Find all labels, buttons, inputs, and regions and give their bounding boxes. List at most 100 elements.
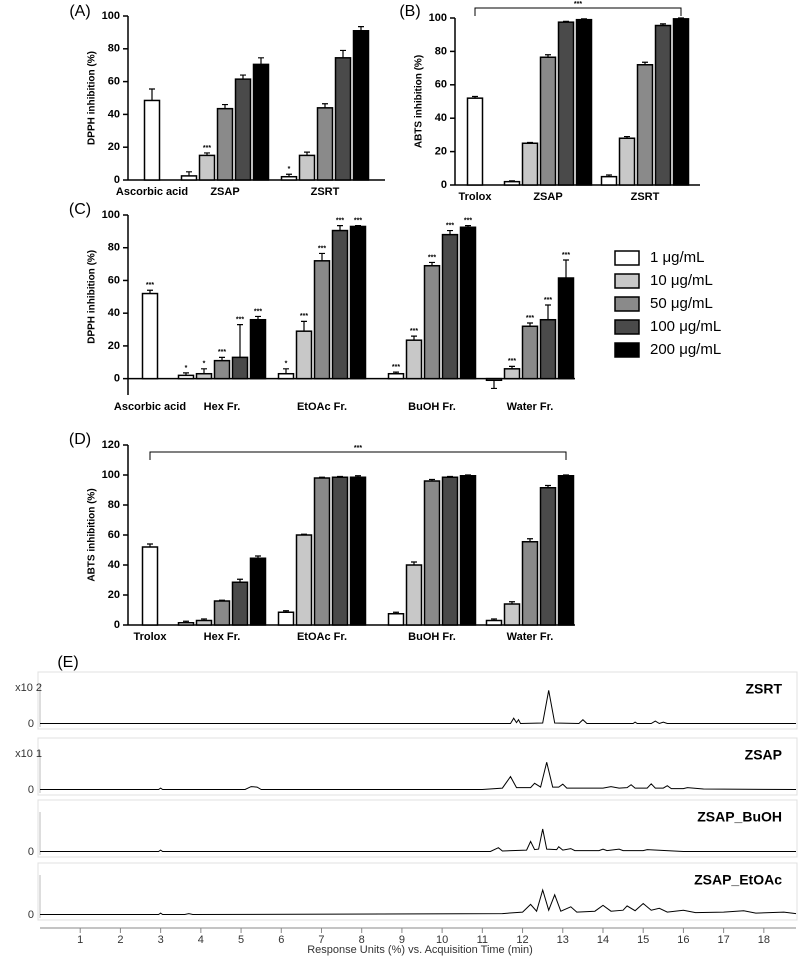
x-tick-label: 11 [477,934,488,946]
error-bar [465,474,471,476]
bar [195,372,213,380]
error-bar [678,17,684,19]
bar [636,64,654,186]
bar [195,619,213,626]
bar [180,175,198,181]
error-bar [545,484,551,488]
bar [557,475,575,626]
x-tick-label: ZSAP [533,191,562,203]
x-tick-label: 1 [77,934,83,946]
bar [503,603,521,626]
bar [349,225,367,380]
bar [177,622,195,626]
panel-title: (D) [69,431,91,448]
significance-label: *** [446,222,454,229]
bar [539,318,557,380]
panel-title: (E) [57,654,78,671]
bar [405,339,423,380]
error-bar [237,578,243,583]
x-tick-label: ZSRT [631,191,660,203]
legend-swatch [614,273,640,289]
y-axis-label: ABTS inhibition (%) [87,488,98,581]
bar [277,611,295,626]
error-bar [624,135,630,139]
y-tick-label: 40 [435,112,447,124]
error-bar [147,289,153,294]
error-bar [237,324,243,358]
legend-label: 10 μg/mL [650,272,713,289]
significance-label: *** [218,349,226,356]
bracket-label: *** [574,1,582,8]
bar [387,372,405,380]
legend-label: 50 μg/mL [650,295,713,312]
significance-label: *** [254,308,262,315]
y-axis-label: ABTS inhibition (%) [414,55,425,148]
legend-swatch [614,342,640,358]
y-tick-label: 120 [102,439,120,451]
bracket [474,7,682,16]
bar [216,107,234,181]
trace-frame [37,799,798,858]
error-bar [304,151,310,156]
error-bar [219,599,225,601]
x-tick-label: 15 [637,934,649,946]
x-tick-label: ZSAP [210,186,239,198]
bar [539,56,557,186]
significance-label: *** [464,217,472,224]
significance-label: *** [428,254,436,261]
error-bar [411,335,417,341]
bar [352,30,370,181]
y-tick-label: 40 [108,307,120,319]
significance-label: *** [562,252,570,259]
significance-label: * [288,166,291,173]
error-bar [183,620,189,623]
significance-label: * [203,361,206,368]
y-tick-label: 80 [108,242,120,254]
x-tick-label: 4 [198,934,204,946]
x-tick-label: 18 [758,934,770,946]
x-tick-label: 8 [359,934,365,946]
y-tick-label: 0 [28,784,34,796]
error-bar [147,543,153,547]
error-bar [322,103,328,108]
y-tick-label: 0 [114,174,120,186]
x-tick-label: Water Fr. [507,401,554,413]
bar [600,175,618,186]
error-bar [563,259,569,278]
bar [213,359,231,380]
y-tick-label: 0 [114,619,120,631]
error-bar [545,54,551,58]
bar [213,600,231,626]
scale-label: x10 1 [15,748,42,760]
x-tick-label: 5 [238,934,244,946]
y-tick-label: 60 [108,529,120,541]
error-bar [393,371,399,374]
legend-label: 100 μg/mL [650,318,721,335]
error-bar [411,561,417,565]
y-tick-label: 80 [435,45,447,57]
error-bar [319,476,325,478]
x-tick-label: Ascorbic acid [116,186,188,198]
x-tick-label: 10 [436,934,448,946]
trace-frame [37,671,798,730]
bar [672,18,690,186]
bar [521,142,539,186]
error-bar [509,601,515,604]
error-bar [337,225,343,231]
y-tick-label: 80 [108,499,120,511]
error-bar [358,26,364,31]
trace-line [40,762,797,790]
trace-name: ZSRT [745,681,782,697]
error-bar [340,49,346,58]
error-bar [355,225,361,227]
error-bar [204,152,210,156]
bar [557,21,575,186]
bar [575,18,593,186]
x-tick-label: Hex Fr. [204,401,241,413]
error-bar [491,618,497,621]
bar [331,476,349,626]
error-bar [581,18,587,20]
bar [466,97,484,186]
bar [654,24,672,186]
trace-frame [37,737,798,796]
